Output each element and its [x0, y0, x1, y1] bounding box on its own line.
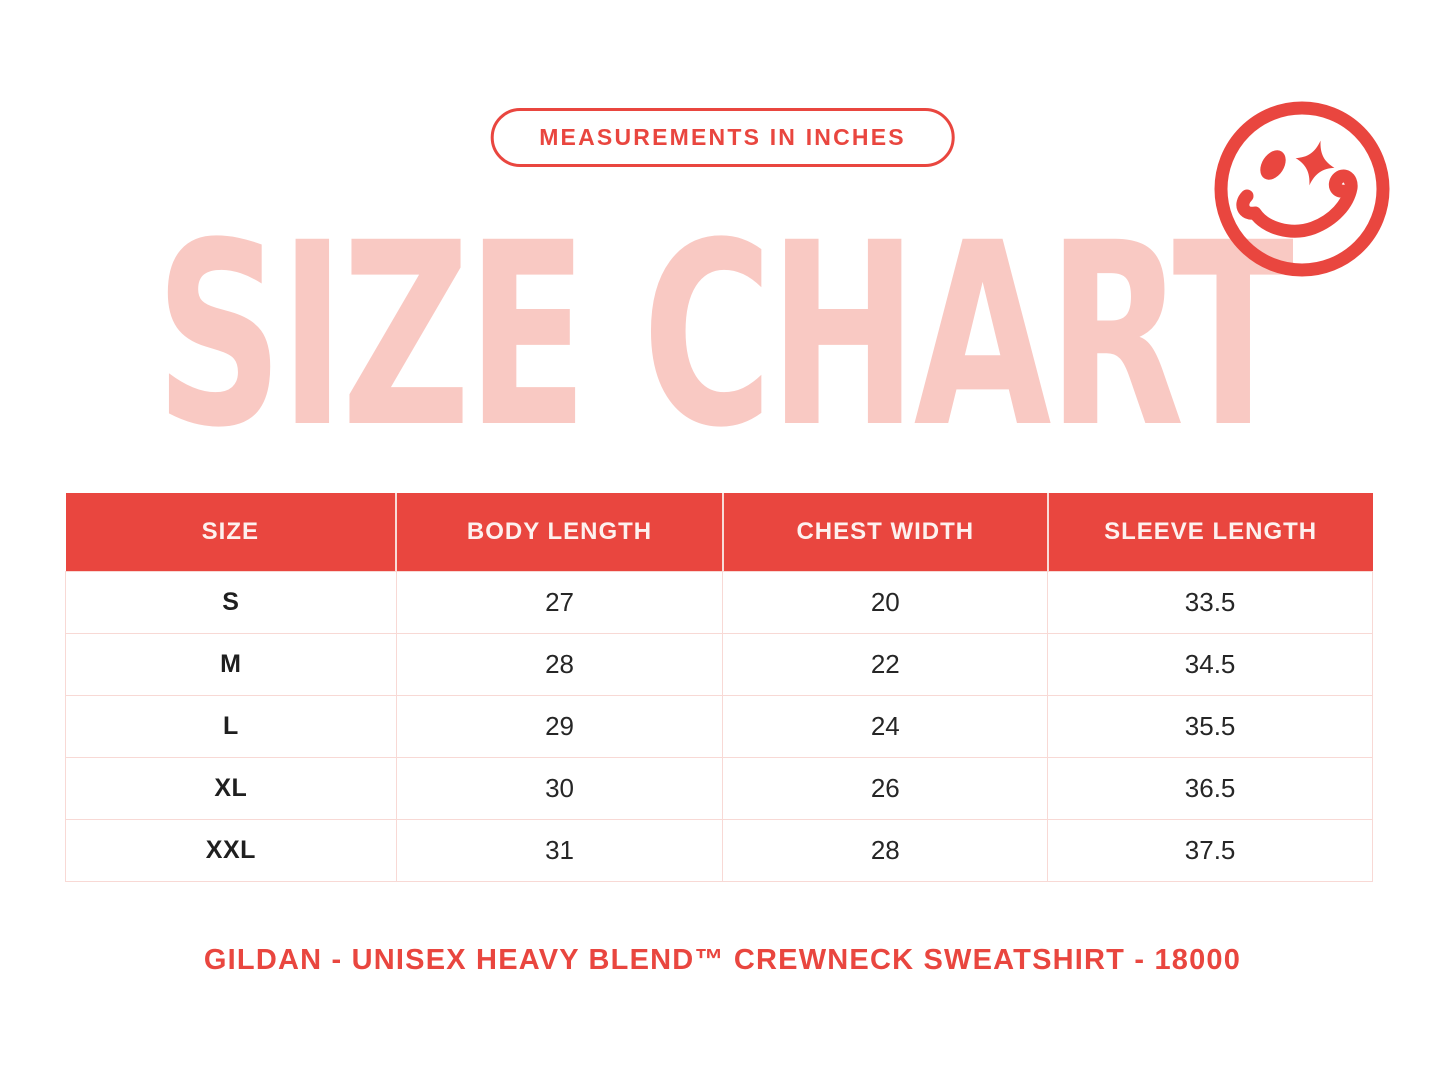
cell-body-length: 29	[395, 695, 724, 758]
smiley-left-eye	[1260, 150, 1286, 180]
cell-size: M	[65, 633, 397, 696]
cell-size: L	[65, 695, 397, 758]
cell-size: S	[65, 571, 397, 634]
cell-body-length: 28	[395, 633, 724, 696]
smiley-face-outline	[1214, 101, 1390, 277]
cell-chest-width: 24	[722, 695, 1049, 758]
table-row-xl: XL 30 26 36.5	[65, 757, 1373, 820]
cell-chest-width: 20	[722, 571, 1049, 634]
size-table-header: SIZE BODY LENGTH CHEST WIDTH SLEEVE LENG…	[65, 493, 1373, 572]
table-row-m: M 28 22 34.5	[65, 633, 1373, 696]
cell-chest-width: 26	[722, 757, 1049, 820]
cell-chest-width: 28	[722, 819, 1049, 882]
header-row: SIZE BODY LENGTH CHEST WIDTH SLEEVE LENG…	[65, 493, 1373, 572]
column-header-size: SIZE	[65, 493, 398, 572]
smiley-icon	[1214, 101, 1390, 277]
product-caption: GILDAN - UNISEX HEAVY BLEND™ CREWNECK SW…	[203, 944, 1242, 976]
page-title: SIZE CHART	[155, 188, 1294, 483]
cell-body-length: 30	[395, 757, 724, 820]
table-row-xxl: XXL 31 28 37.5	[65, 819, 1373, 882]
cell-body-length: 31	[395, 819, 724, 882]
cell-sleeve-length: 37.5	[1047, 819, 1373, 882]
column-header-sleeve-length: SLEEVE LENGTH	[1047, 493, 1373, 572]
cell-chest-width: 22	[722, 633, 1049, 696]
column-header-body-length: BODY LENGTH	[396, 493, 724, 572]
measurements-badge-label: MEASUREMENTS IN INCHES	[539, 124, 906, 150]
cell-sleeve-length: 35.5	[1047, 695, 1373, 758]
measurements-badge: MEASUREMENTS IN INCHES	[490, 108, 955, 167]
table-row-l: L 29 24 35.5	[65, 695, 1373, 758]
cell-sleeve-length: 33.5	[1047, 571, 1373, 634]
cell-sleeve-length: 36.5	[1047, 757, 1373, 820]
cell-size: XXL	[65, 819, 397, 882]
size-table: SIZE BODY LENGTH CHEST WIDTH SLEEVE LENG…	[65, 493, 1373, 882]
column-header-chest-width: CHEST WIDTH	[722, 493, 1049, 572]
table-row-s: S 27 20 33.5	[65, 571, 1373, 634]
cell-size: XL	[65, 757, 397, 820]
smiley-smile	[1236, 169, 1358, 238]
cell-sleeve-length: 34.5	[1047, 633, 1373, 696]
cell-body-length: 27	[395, 571, 724, 634]
size-table-body: S 27 20 33.5 M 28 22 34.5 L 29 24 35.5 X…	[65, 571, 1373, 882]
smiley-sparkle-eye	[1295, 140, 1335, 186]
